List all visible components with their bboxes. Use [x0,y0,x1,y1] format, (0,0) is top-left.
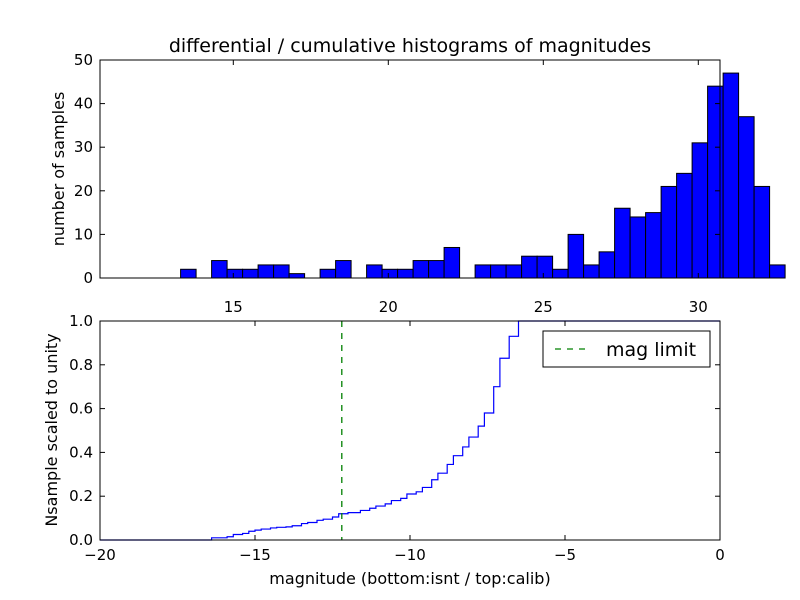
histogram-bar [614,207,631,279]
histogram-bar [257,264,275,279]
histogram-bar [381,268,399,279]
top-x-tick-label: 20 [379,298,398,316]
histogram-bar [660,185,678,279]
bottom-panel: −20 −15 −10 −5 0 0.0 0.2 0.4 0.6 0.8 1.0 magnitude… [42,312,725,588]
histogram-bar [536,255,554,279]
histogram-bar [738,116,755,279]
histogram-bar [397,268,414,279]
histogram-bar [273,264,290,279]
top-y-tick-label: 20 [74,182,93,200]
bottom-x-axis-label: magnitude (bottom:isnt / top:calib) [269,569,550,588]
bottom-ticks: −20 −15 −10 −5 0 0.0 0.2 0.4 0.6 0.8 1.0 [69,312,725,564]
histogram-bar [629,216,647,279]
histogram-bar [769,264,786,279]
histogram-bar [598,251,616,279]
histogram-bar [428,260,445,279]
histogram-bar [645,212,662,279]
histogram-bar [583,264,600,279]
histogram-bar [676,172,693,279]
bottom-x-tick-label: −15 [239,546,271,564]
histogram-bar [707,85,724,279]
histogram-bar [366,264,383,279]
bottom-y-tick-label: 0.4 [69,443,93,461]
histogram-bar [226,268,244,279]
histogram-bar [521,255,538,279]
top-y-tick-label: 40 [74,95,93,113]
top-x-tick-label: 30 [689,298,708,316]
histogram-bar [490,264,507,279]
histogram-bar [319,268,337,279]
histogram-bar [288,273,306,279]
bottom-x-tick-label: −10 [394,546,426,564]
bottom-y-tick-label: 0.0 [69,531,93,549]
legend: mag limit [542,330,711,368]
histogram-bar [505,264,523,279]
bottom-y-tick-label: 0.6 [69,400,93,418]
top-chart-title: differential / cumulative histograms of … [169,35,651,57]
histogram-bar [722,72,740,279]
histogram-bar [443,246,461,279]
top-panel: differential / cumulative histograms of … [49,35,786,316]
histogram-bar [753,185,771,279]
top-y-tick-label: 50 [74,51,93,69]
bottom-x-tick-label: −5 [554,546,576,564]
top-y-tick-label: 30 [74,138,93,156]
bottom-x-tick-label: 0 [715,546,725,564]
top-axes-frame [99,59,721,279]
histogram-bar [412,260,430,279]
cumulative-step-line [100,320,720,541]
bottom-y-axis-label: Nsample scaled to unity [42,333,61,526]
bottom-y-tick-label: 1.0 [69,312,93,330]
histogram-bar [335,260,352,279]
top-x-tick-label: 15 [224,298,243,316]
histogram-bar [552,268,569,279]
bottom-y-tick-label: 0.2 [69,487,93,505]
top-y-tick-label: 0 [83,269,93,287]
histogram-bar [567,233,585,279]
top-bars [180,72,786,279]
top-ticks: 15 20 25 30 0 10 20 30 40 50 [74,51,720,316]
histogram-bar [691,142,709,279]
top-y-axis-label: number of samples [49,92,68,247]
histogram-bar [211,260,228,279]
top-y-tick-label: 10 [74,225,93,243]
bottom-y-tick-label: 0.8 [69,356,93,374]
histogram-bar [474,264,492,279]
bottom-x-tick-label: −20 [84,546,116,564]
legend-label-mag-limit: mag limit [606,339,696,361]
bottom-plot-area [100,320,720,541]
top-x-tick-label: 25 [534,298,553,316]
histogram-bar [180,268,197,279]
histogram-bar [242,268,259,279]
